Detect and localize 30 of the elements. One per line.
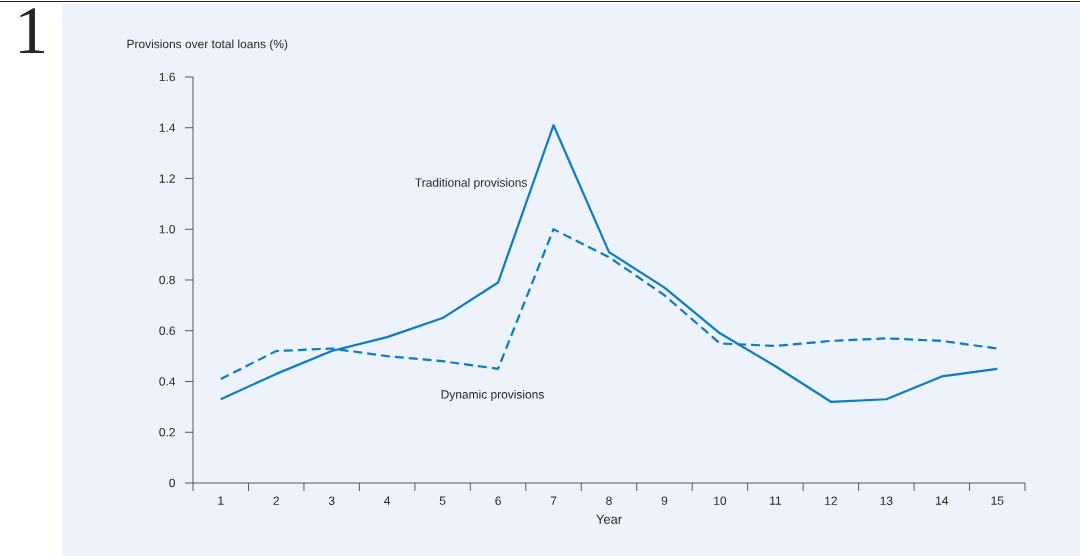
x-tick-label: 15 <box>991 496 1004 505</box>
y-axis-title: Provisions over total loans (%) <box>127 39 288 51</box>
x-tick-label: 6 <box>495 496 501 505</box>
text: 1 <box>20 8 45 53</box>
text: Dynamic provisions <box>441 389 544 402</box>
x-tick-label: 3 <box>328 496 335 505</box>
y-tick-label: 1.6 <box>159 72 175 82</box>
y-tick-label: 0.8 <box>159 275 175 285</box>
x-tick-label: 12 <box>825 496 837 505</box>
x-tick-label: 7 <box>550 496 557 505</box>
x-axis-title: Year <box>596 514 622 524</box>
x-tick-label: 5 <box>439 496 446 505</box>
x-tick-label: 9 <box>661 496 668 505</box>
line-series <box>219 124 999 403</box>
series-label: Traditional provisions <box>415 178 527 190</box>
x-tick-label: 14 <box>936 496 949 505</box>
x-tick-label: 10 <box>714 496 727 505</box>
x-tick-label: 4 <box>384 496 391 505</box>
y-tick-label: 0 <box>169 478 176 488</box>
y-tick-label: 1.0 <box>159 225 176 234</box>
y-tick-label: 0.6 <box>159 326 175 335</box>
y-tick-label: 0.2 <box>159 428 175 437</box>
x-tick-label: 2 <box>273 496 279 505</box>
y-tick-label: 1.4 <box>159 123 176 132</box>
x-tick-label: 11 <box>770 496 782 505</box>
x-tick-label: 8 <box>606 496 612 505</box>
x-tick-label: 1 <box>218 496 224 505</box>
y-tick-label: 1.2 <box>159 174 175 183</box>
x-tick-label: 13 <box>880 496 893 505</box>
y-tick-label: 0.4 <box>159 377 176 386</box>
